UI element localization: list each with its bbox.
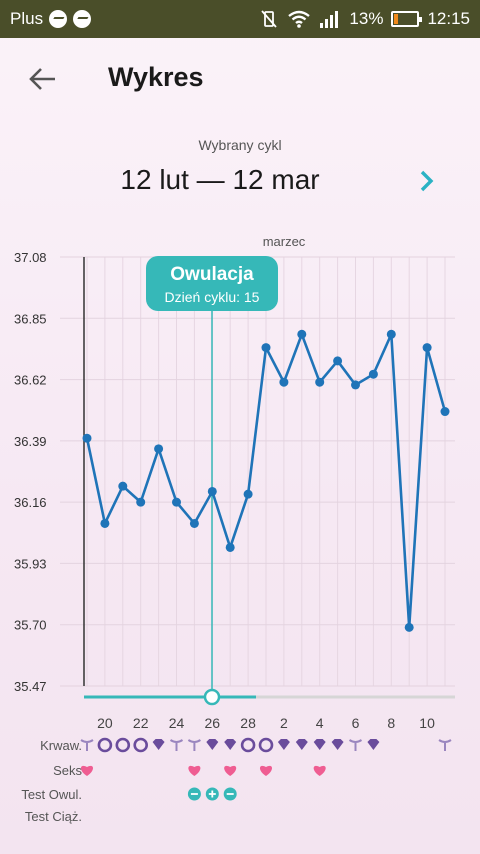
ovulation-callout: Owulacja Dzień cyklu: 15 bbox=[146, 256, 278, 311]
bleeding-heavy-icon[interactable] bbox=[115, 737, 131, 753]
temperature-point[interactable] bbox=[368, 369, 378, 379]
bleeding-light-icon[interactable] bbox=[80, 739, 94, 751]
bleeding-heavy-icon[interactable] bbox=[258, 737, 274, 753]
clock: 12:15 bbox=[427, 9, 470, 28]
temperature-point[interactable] bbox=[333, 356, 343, 366]
y-tick-label: 36.16 bbox=[14, 495, 47, 510]
messenger-icon bbox=[73, 10, 92, 28]
ovulation-title: Owulacja bbox=[170, 264, 254, 285]
ovulation-test-row-label: Test Owul. bbox=[21, 787, 82, 802]
bleeding-medium-icon[interactable] bbox=[331, 739, 344, 750]
signal-icon bbox=[320, 11, 339, 28]
arrow-left-icon[interactable] bbox=[26, 62, 60, 96]
y-tick-label: 37.08 bbox=[14, 250, 47, 265]
heart-icon[interactable] bbox=[224, 765, 237, 776]
bleeding-light-icon[interactable] bbox=[348, 739, 363, 751]
bleeding-medium-icon[interactable] bbox=[313, 739, 326, 750]
bleeding-heavy-icon[interactable] bbox=[240, 737, 256, 753]
temperature-point[interactable] bbox=[118, 481, 128, 491]
temperature-point[interactable] bbox=[386, 329, 396, 339]
x-tick-label: 2 bbox=[280, 715, 288, 731]
y-axis-ticks: 37.08 36.85 36.62 36.39 36.16 35.93 35.70 35.47 bbox=[14, 250, 47, 694]
bleeding-row-label: Krwaw. bbox=[40, 738, 82, 753]
temperature-point[interactable] bbox=[440, 407, 450, 417]
bleeding-medium-icon[interactable] bbox=[206, 739, 219, 750]
temperature-point[interactable] bbox=[189, 518, 199, 528]
cycle-label: Wybrany cykl bbox=[198, 137, 282, 153]
x-tick-label: 20 bbox=[97, 715, 113, 731]
scrollbar-handle[interactable] bbox=[203, 688, 221, 706]
temperature-point[interactable] bbox=[136, 497, 146, 507]
chart-scrollbar[interactable] bbox=[84, 688, 455, 706]
heart-icon[interactable] bbox=[259, 765, 273, 776]
symptom-rows bbox=[80, 737, 452, 801]
chart-grid bbox=[60, 256, 455, 687]
y-tick-label: 35.70 bbox=[14, 618, 47, 633]
y-tick-label: 36.62 bbox=[14, 373, 47, 388]
heart-icon[interactable] bbox=[80, 765, 94, 776]
temperature-point[interactable] bbox=[261, 343, 271, 353]
x-tick-label: 6 bbox=[352, 715, 360, 731]
x-tick-label: 4 bbox=[316, 715, 324, 731]
temperature-point[interactable] bbox=[100, 518, 110, 528]
bleeding-light-icon[interactable] bbox=[438, 739, 452, 751]
temperature-point[interactable] bbox=[154, 444, 164, 454]
temperature-point[interactable] bbox=[207, 486, 217, 496]
bleeding-medium-icon[interactable] bbox=[367, 739, 380, 750]
y-tick-label: 36.85 bbox=[14, 311, 47, 326]
pregnancy-test-row-label: Test Ciąż. bbox=[24, 809, 82, 824]
y-tick-label: 36.39 bbox=[14, 434, 47, 449]
sex-row-label: Seks bbox=[53, 763, 82, 778]
bleeding-heavy-icon[interactable] bbox=[97, 737, 113, 753]
x-tick-label: 10 bbox=[419, 715, 435, 731]
temperature-point[interactable] bbox=[225, 542, 235, 552]
wifi-icon bbox=[288, 10, 311, 28]
vibrate-icon bbox=[261, 10, 278, 28]
heart-icon[interactable] bbox=[188, 765, 201, 776]
carrier-label: Plus bbox=[10, 9, 44, 28]
battery-percent: 13% bbox=[349, 9, 384, 28]
bleeding-medium-icon[interactable] bbox=[277, 739, 290, 750]
status-bar: Plus 13% 12:15 bbox=[0, 0, 480, 38]
bleeding-light-icon[interactable] bbox=[187, 739, 201, 751]
cycle-range: 12 lut — 12 mar bbox=[120, 164, 320, 195]
temperature-point[interactable] bbox=[82, 433, 92, 443]
bleeding-medium-icon[interactable] bbox=[224, 739, 237, 750]
ovulation-callout-bubble bbox=[146, 256, 278, 311]
x-tick-label: 22 bbox=[133, 715, 149, 731]
x-tick-label: 26 bbox=[205, 715, 221, 731]
temperature-series bbox=[82, 329, 450, 632]
temperature-point[interactable] bbox=[422, 343, 432, 353]
x-tick-label: 28 bbox=[240, 715, 256, 731]
x-axis-ticks: 20 22 24 26 28 2 4 6 8 10 bbox=[97, 715, 435, 731]
x-tick-label: 8 bbox=[387, 715, 395, 731]
chevron-right-icon[interactable] bbox=[412, 166, 442, 196]
temperature-point[interactable] bbox=[172, 497, 181, 507]
ovulation-subtitle: Dzień cyklu: 15 bbox=[165, 289, 260, 305]
temperature-point[interactable] bbox=[351, 380, 360, 390]
y-tick-label: 35.47 bbox=[14, 679, 47, 694]
temperature-point[interactable] bbox=[243, 489, 253, 499]
messenger-icon bbox=[49, 10, 68, 28]
x-tick-label: 24 bbox=[169, 715, 185, 731]
temperature-point[interactable] bbox=[315, 377, 325, 387]
temperature-point[interactable] bbox=[297, 329, 307, 339]
temperature-chart[interactable]: marzec 37.08 36.85 36.62 36.39 36.16 35.93 35.… bbox=[0, 225, 480, 835]
bleeding-medium-icon[interactable] bbox=[152, 739, 165, 750]
y-tick-label: 35.93 bbox=[14, 556, 47, 571]
month-label: marzec bbox=[263, 234, 306, 249]
heart-icon[interactable] bbox=[313, 765, 326, 776]
temperature-point[interactable] bbox=[279, 377, 289, 387]
temperature-point[interactable] bbox=[404, 622, 414, 632]
page-title: Wykres bbox=[108, 62, 204, 92]
bleeding-medium-icon[interactable] bbox=[295, 739, 308, 750]
battery-icon bbox=[391, 11, 423, 27]
bleeding-heavy-icon[interactable] bbox=[133, 737, 148, 753]
bleeding-light-icon[interactable] bbox=[169, 739, 184, 751]
